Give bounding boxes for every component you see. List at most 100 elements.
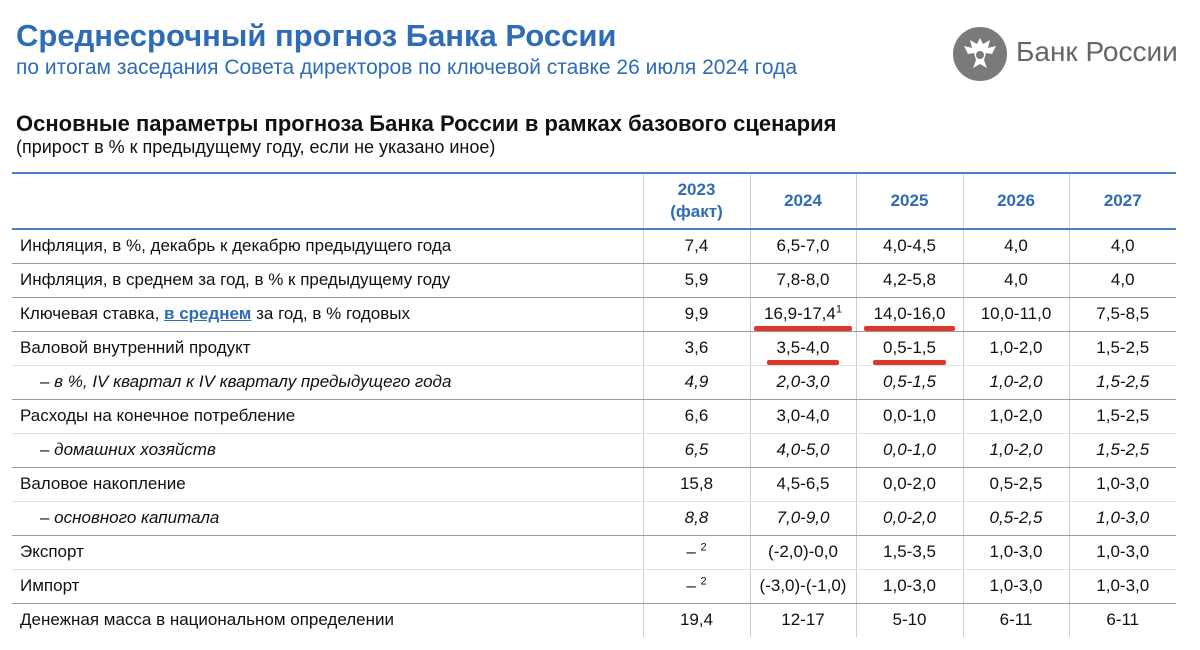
cell-2026: 0,5-2,5 (962, 467, 1069, 502)
cell-2027: 6-11 (1068, 603, 1176, 637)
page-title: Среднесрочный прогноз Банка России (16, 18, 617, 53)
cell-2027: 1,5-2,5 (1068, 331, 1176, 366)
table-header-row: 2023 (факт) 2024 2025 2026 2027 (12, 172, 1176, 230)
row-label: Валовое накопление (12, 467, 643, 502)
cell-2025: 1,0-3,0 (855, 569, 963, 604)
cell-2025: 0,5-1,5 (855, 365, 963, 400)
highlight-underline: 14,0-16,0 (863, 304, 956, 331)
header-year-2024: 2024 (749, 172, 856, 230)
cell-2026: 4,0 (962, 263, 1069, 298)
table-row: – в %, IV квартал к IV кварталу предыдущ… (12, 365, 1176, 400)
row-label: Инфляция, в среднем за год, в % к предыд… (12, 263, 643, 298)
cell-2023: 9,9 (642, 297, 750, 332)
cell-2026: 6-11 (962, 603, 1069, 637)
cell-2025: 14,0-16,0 (855, 297, 963, 332)
table-row: Ключевая ставка, в среднем за год, в % г… (12, 297, 1176, 332)
cell-2026: 1,0-2,0 (962, 331, 1069, 366)
cell-2026: 4,0 (962, 229, 1069, 264)
cell-2023: – 2 (642, 569, 750, 604)
cell-2024: 6,5-7,0 (749, 229, 856, 264)
cell-2026: 1,0-2,0 (962, 365, 1069, 400)
cell-2027: 1,0-3,0 (1068, 501, 1176, 536)
highlight-underline: 16,9-17,41 (754, 303, 852, 331)
cell-2023: 3,6 (642, 331, 750, 366)
cell-2025: 0,5-1,5 (855, 331, 963, 366)
cell-2024: 4,5-6,5 (749, 467, 856, 502)
cell-2024: 3,5-4,0 (749, 331, 856, 366)
header-year-2026: 2026 (962, 172, 1069, 230)
table-row: Расходы на конечное потребление 6,6 3,0-… (12, 399, 1176, 434)
cell-2024: (-2,0)-0,0 (749, 535, 856, 570)
cell-2026: 1,0-2,0 (962, 433, 1069, 468)
highlight-underline: 0,5-1,5 (873, 338, 946, 365)
cell-2027: 7,5-8,5 (1068, 297, 1176, 332)
section-title: Основные параметры прогноза Банка России… (16, 111, 837, 136)
table-row: – основного капитала 8,8 7,0-9,0 0,0-2,0… (12, 501, 1176, 536)
cell-2027: 1,0-3,0 (1068, 467, 1176, 502)
cell-2027: 1,0-3,0 (1068, 535, 1176, 570)
cell-2024: 4,0-5,0 (749, 433, 856, 468)
cell-2026: 10,0-11,0 (962, 297, 1069, 332)
cell-2025: 0,0-2,0 (855, 467, 963, 502)
cell-2024: 3,0-4,0 (749, 399, 856, 434)
header-year-2023: 2023 (факт) (642, 172, 750, 230)
header-year-2027: 2027 (1068, 172, 1176, 230)
cell-2023: 8,8 (642, 501, 750, 536)
row-label: Валовой внутренний продукт (12, 331, 643, 366)
cell-2025: 0,0-2,0 (855, 501, 963, 536)
logo-text: Банк России (1016, 36, 1178, 67)
row-label: Импорт (12, 569, 643, 604)
cell-2023: 4,9 (642, 365, 750, 400)
cell-2027: 1,5-2,5 (1068, 433, 1176, 468)
cell-2024: 16,9-17,41 (749, 297, 856, 332)
row-label: Денежная масса в национальном определени… (20, 610, 394, 630)
row-label: Инфляция, в %, декабрь к декабрю предыду… (12, 229, 643, 264)
cell-2025: 0,0-1,0 (855, 399, 963, 434)
cell-2026: 1,0-3,0 (962, 569, 1069, 604)
cell-2024: 2,0-3,0 (749, 365, 856, 400)
row-label: Расходы на конечное потребление (12, 399, 643, 434)
cell-2025: 1,5-3,5 (855, 535, 963, 570)
header-year-2025: 2025 (855, 172, 963, 230)
cell-2023: – 2 (642, 535, 750, 570)
table-row: Экспорт – 2 (-2,0)-0,0 1,5-3,5 1,0-3,0 1… (12, 535, 1176, 570)
cell-2027: 4,0 (1068, 229, 1176, 264)
row-label: – домашних хозяйств (12, 433, 643, 468)
header-parameter (12, 172, 643, 230)
section-note: (прирост в % к предыдущему году, если не… (16, 137, 496, 157)
table-row: Валовой внутренний продукт 3,6 3,5-4,0 0… (12, 331, 1176, 366)
average-link[interactable]: в среднем (164, 304, 252, 323)
cell-2024: 12-17 (749, 603, 856, 637)
cell-2025: 0,0-1,0 (855, 433, 963, 468)
row-label: – в %, IV квартал к IV кварталу предыдущ… (12, 365, 643, 400)
row-label: Ключевая ставка, в среднем за год, в % г… (12, 297, 643, 332)
cell-2027: 1,5-2,5 (1068, 399, 1176, 434)
footnote-marker: 2 (700, 575, 707, 588)
cell-2023: 6,5 (642, 433, 750, 468)
cell-2024: (-3,0)-(-1,0) (749, 569, 856, 604)
cell-2023: 15,8 (642, 467, 750, 502)
cell-2026: 0,5-2,5 (962, 501, 1069, 536)
cell-2024: 7,8-8,0 (749, 263, 856, 298)
cell-2023: 19,4 (642, 603, 750, 637)
table-row: Валовое накопление 15,8 4,5-6,5 0,0-2,0 … (12, 467, 1176, 502)
table-row: Импорт – 2 (-3,0)-(-1,0) 1,0-3,0 1,0-3,0… (12, 569, 1176, 604)
cell-2026: 1,0-2,0 (962, 399, 1069, 434)
table-row: Денежная масса в национальном определени… (12, 603, 1176, 637)
table-row: Инфляция, в %, декабрь к декабрю предыду… (12, 229, 1176, 264)
footnote-marker: 2 (700, 541, 707, 554)
cell-2025: 4,0-4,5 (855, 229, 963, 264)
cell-2024: 7,0-9,0 (749, 501, 856, 536)
cell-2025: 5-10 (855, 603, 963, 637)
table-row: – домашних хозяйств 6,5 4,0-5,0 0,0-1,0 … (12, 433, 1176, 468)
cell-2023: 6,6 (642, 399, 750, 434)
forecast-table: 2023 (факт) 2024 2025 2026 2027 Инфляция… (12, 172, 1176, 637)
eagle-emblem-icon (953, 27, 1007, 81)
cell-2026: 1,0-3,0 (962, 535, 1069, 570)
cell-2023: 5,9 (642, 263, 750, 298)
bank-logo: Банк России (952, 24, 1187, 84)
table-row: Инфляция, в среднем за год, в % к предыд… (12, 263, 1176, 298)
row-label: Экспорт (12, 535, 643, 570)
cell-2027: 1,5-2,5 (1068, 365, 1176, 400)
cell-2023: 7,4 (642, 229, 750, 264)
